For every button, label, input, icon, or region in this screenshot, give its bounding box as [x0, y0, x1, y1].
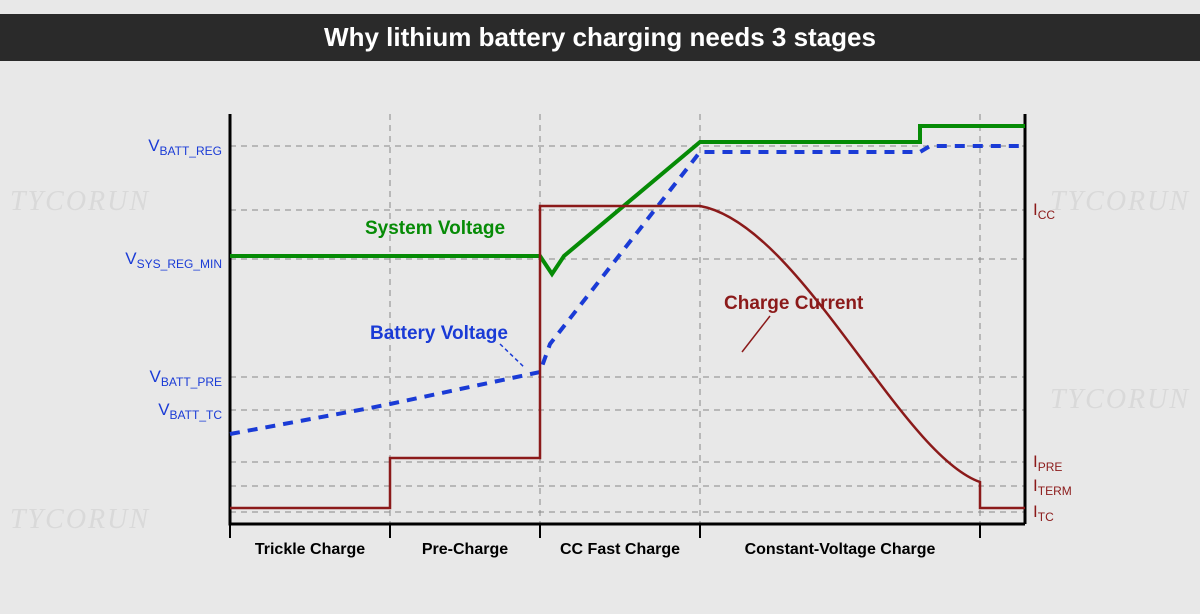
left-axis-label: VBATT_TC	[158, 400, 222, 422]
left-axis-label: VBATT_PRE	[150, 367, 222, 389]
chart-area: Trickle Charge Pre-Charge CC Fast Charge Co…	[120, 104, 1090, 574]
leader-line	[742, 316, 770, 352]
x-section-label: Trickle Charge	[255, 541, 365, 558]
legend-battery-voltage: Battery Voltage	[370, 323, 508, 344]
charge-current-line	[230, 206, 1025, 508]
left-axis-label: VBATT_REG	[148, 136, 222, 158]
legend-charge-current: Charge Current	[724, 293, 864, 314]
title-bar: Why lithium battery charging needs 3 sta…	[0, 14, 1200, 61]
right-axis-label: ITC	[1033, 502, 1054, 524]
x-section-label: CC Fast Charge	[560, 541, 680, 558]
legend-system-voltage: System Voltage	[365, 218, 505, 239]
leader-line	[500, 344, 525, 368]
chart-svg: Trickle Charge Pre-Charge CC Fast Charge Co…	[120, 104, 1090, 574]
x-section-label: Constant-Voltage Charge	[745, 541, 936, 558]
page-title: Why lithium battery charging needs 3 sta…	[324, 22, 876, 52]
system-voltage-line	[230, 126, 1025, 274]
right-axis-label: ICC	[1033, 200, 1055, 222]
left-axis-label: VSYS_REG_MIN	[125, 249, 222, 271]
x-section-label: Pre-Charge	[422, 541, 508, 558]
battery-voltage-line	[230, 146, 1025, 434]
right-axis-label: ITERM	[1033, 476, 1072, 498]
right-axis-label: IPRE	[1033, 452, 1062, 474]
